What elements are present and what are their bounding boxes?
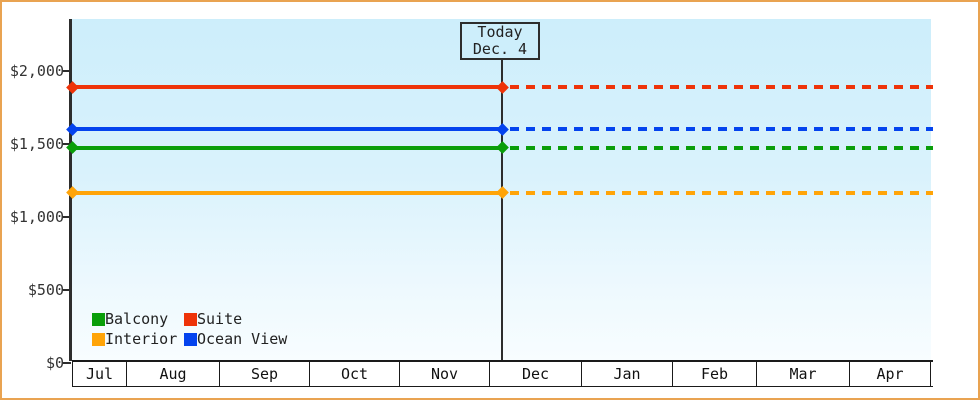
legend-item-ocean-view: Ocean View (184, 330, 288, 348)
today-label-box: Today Dec. 4 (460, 22, 540, 60)
month-cell-apr: Apr (850, 362, 931, 386)
legend-item-suite: Suite (184, 310, 287, 328)
legend-swatch-icon (92, 312, 105, 326)
price-line-future-balcony (510, 145, 933, 150)
price-line-past-balcony (72, 145, 503, 150)
today-line (501, 58, 503, 360)
y-tick-label: $1,000 (9, 208, 64, 226)
legend-label: Suite (197, 310, 243, 328)
legend-label: Interior (105, 330, 178, 348)
y-tick-mark (63, 70, 71, 72)
legend: Balcony Suite Interior Ocean View (92, 310, 288, 348)
month-cell-aug: Aug (127, 362, 220, 386)
legend-label: Ocean View (197, 330, 288, 348)
legend-label: Balcony (105, 310, 169, 328)
y-tick-label: $500 (27, 281, 64, 299)
y-tick-mark (63, 143, 71, 145)
legend-swatch-icon (184, 312, 197, 326)
x-axis-month-row: Jul Aug Sep Oct Nov Dec Jan Feb Mar Apr (72, 360, 933, 387)
y-tick-mark (63, 362, 71, 364)
price-line-past-ocean-view (72, 127, 503, 132)
legend-item-balcony: Balcony (92, 310, 184, 328)
legend-swatch-icon (184, 332, 197, 346)
y-tick-label: $1,500 (9, 135, 64, 153)
month-cell-oct: Oct (310, 362, 400, 386)
y-tick-label: $2,000 (9, 62, 64, 80)
y-tick-mark (63, 289, 71, 291)
today-label: Today (477, 23, 523, 41)
month-cell-dec: Dec (490, 362, 582, 386)
month-cell-jan: Jan (582, 362, 673, 386)
month-cell-feb: Feb (673, 362, 757, 386)
price-line-future-interior (510, 190, 933, 195)
month-cell-jul: Jul (72, 362, 127, 386)
y-tick-label: $0 (45, 354, 64, 372)
price-line-past-suite (72, 85, 503, 90)
month-cell-nov: Nov (400, 362, 490, 386)
price-line-future-suite (510, 85, 933, 90)
price-line-past-interior (72, 190, 503, 195)
y-tick-mark (63, 216, 71, 218)
month-cell-sep: Sep (220, 362, 310, 386)
today-date-label: Dec. 4 (472, 40, 528, 58)
price-line-future-ocean-view (510, 127, 933, 132)
legend-item-interior: Interior (92, 330, 184, 348)
legend-swatch-icon (92, 332, 105, 346)
month-cell-mar: Mar (757, 362, 850, 386)
